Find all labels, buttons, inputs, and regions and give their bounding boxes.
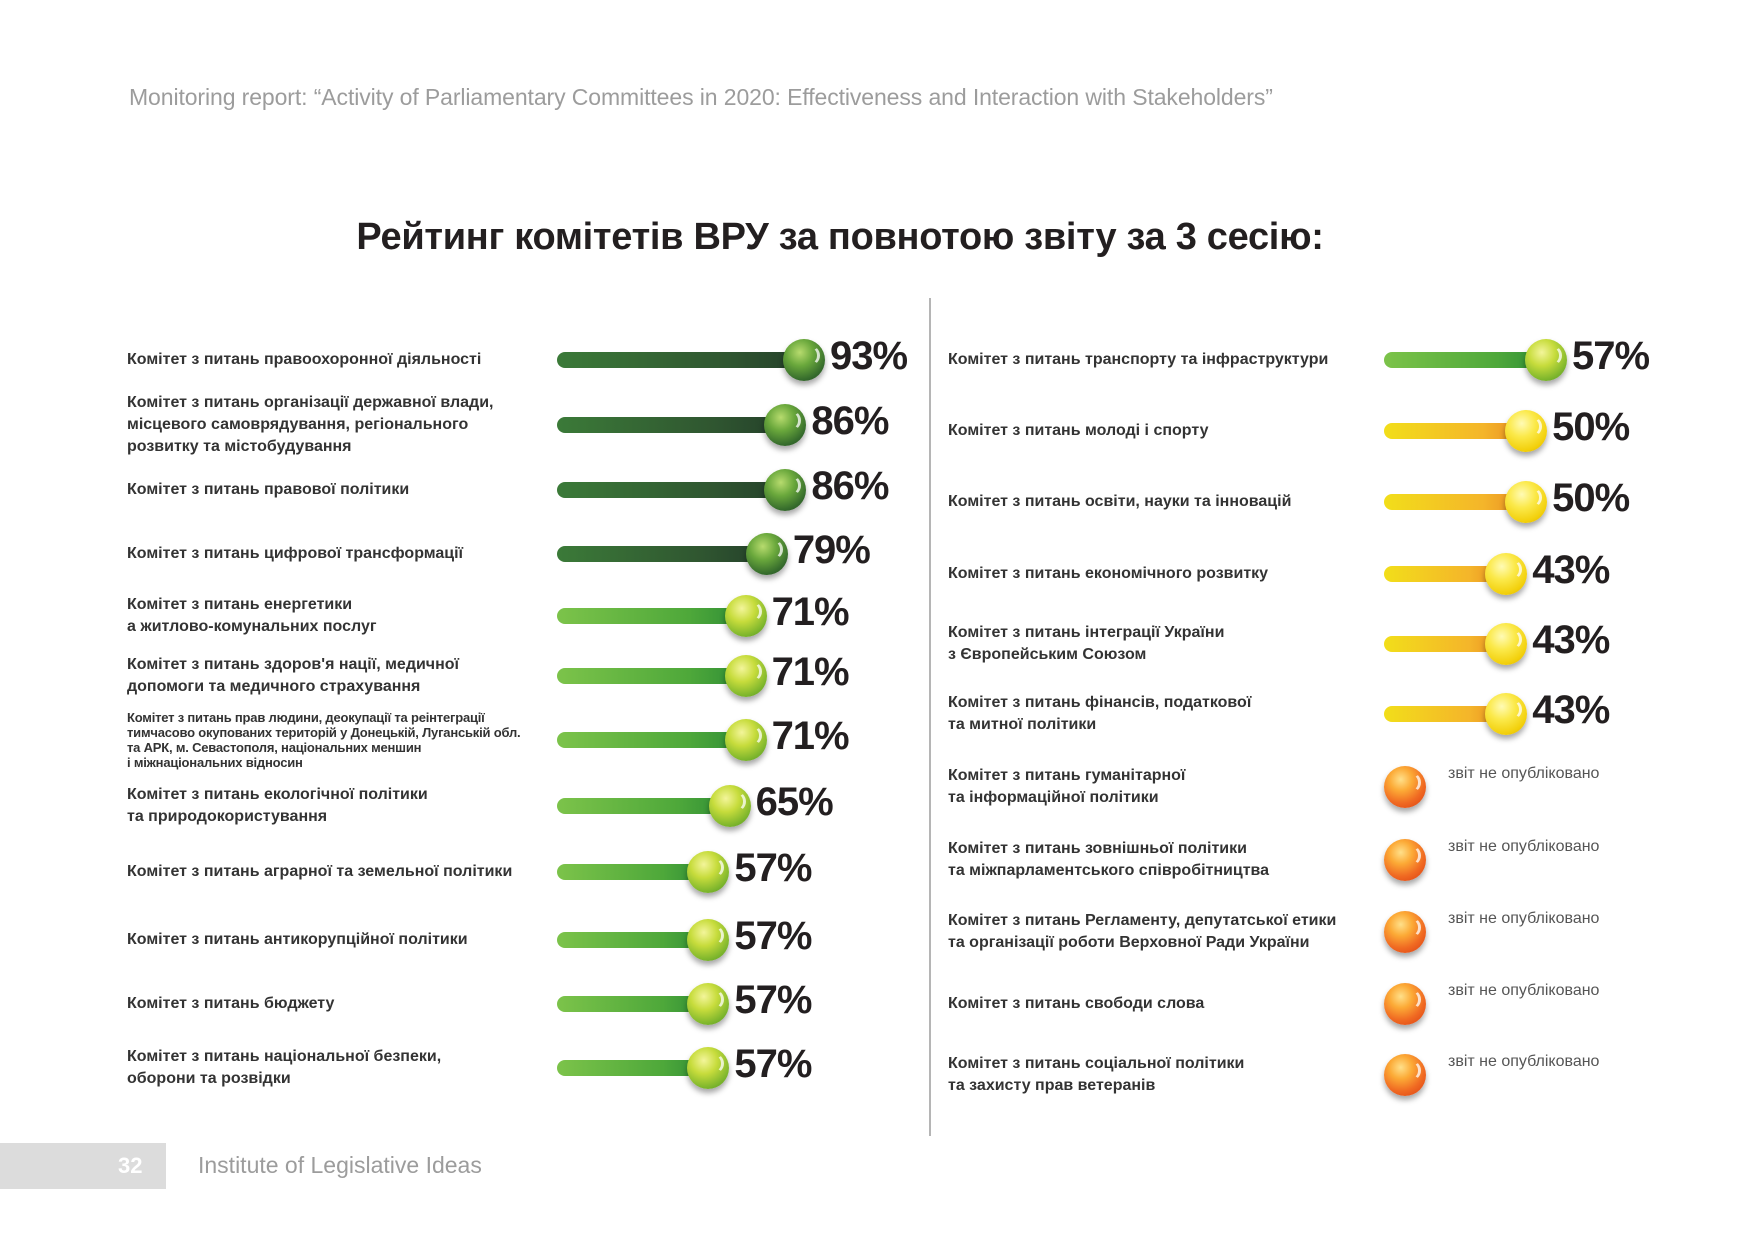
score-bar — [1384, 352, 1546, 368]
score-bar — [1384, 706, 1507, 722]
committee-label: Комітет з питань організації державної в… — [127, 394, 494, 455]
score-bar — [557, 482, 786, 498]
score-knob — [1485, 553, 1528, 595]
score-bar — [1384, 636, 1507, 652]
score-knob — [687, 983, 730, 1025]
score-percent: 71% — [771, 590, 850, 634]
committee-label: Комітет з питань свободи слова — [948, 995, 1205, 1012]
score-percent: 86% — [811, 464, 889, 508]
score-percent: 93% — [830, 334, 908, 378]
score-knob — [1485, 623, 1528, 665]
score-knob — [1505, 481, 1548, 523]
score-bar — [557, 352, 804, 368]
status-text: звіт не опубліковано — [1448, 838, 1600, 855]
not-published-indicator — [1384, 766, 1426, 808]
committee-label: Комітет з питань фінансів, податкової та… — [948, 694, 1252, 733]
score-percent: 71% — [771, 714, 850, 758]
score-percent: 79% — [792, 528, 871, 572]
score-bar — [557, 608, 746, 624]
status-text: звіт не опубліковано — [1448, 1053, 1600, 1070]
score-percent: 57% — [734, 1042, 812, 1086]
score-percent: 50% — [1552, 405, 1630, 449]
score-bar — [557, 798, 730, 814]
column-divider — [929, 298, 931, 1136]
score-bar — [557, 1060, 709, 1076]
committee-label: Комітет з питань аграрної та земельної п… — [127, 863, 513, 880]
score-percent: 43% — [1532, 618, 1610, 662]
score-percent: 43% — [1532, 548, 1610, 592]
not-published-indicator — [1384, 983, 1426, 1025]
page-number: 32 — [118, 1153, 143, 1178]
score-percent: 65% — [755, 780, 834, 824]
score-bar — [1384, 494, 1527, 510]
score-knob — [1485, 693, 1528, 735]
committee-label: Комітет з питань національної безпеки, о… — [127, 1048, 442, 1087]
status-text: звіт не опубліковано — [1448, 982, 1600, 999]
committee-label: Комітет з питань Регламенту, депутатсько… — [948, 912, 1337, 951]
score-bar — [557, 668, 746, 684]
committee-label: Комітет з питань екологічної політики та… — [127, 786, 428, 825]
not-published-indicator — [1384, 839, 1426, 881]
committee-label: Комітет з питань цифрової трансформації — [127, 545, 464, 562]
score-knob — [724, 595, 767, 637]
score-percent: 50% — [1552, 476, 1630, 520]
committee-label: Комітет з питань енергетики а житлово-ко… — [127, 596, 377, 635]
score-percent: 57% — [734, 846, 812, 890]
score-percent: 71% — [771, 650, 850, 694]
committee-label: Комітет з питань правоохоронної діяльнос… — [127, 351, 482, 368]
committee-label: Комітет з питань соціальної політики та … — [948, 1055, 1245, 1094]
score-knob — [764, 404, 807, 446]
committee-label: Комітет з питань гуманітарної та інформа… — [948, 767, 1186, 806]
footer-publisher: Institute of Legislative Ideas — [198, 1152, 482, 1178]
score-percent: 57% — [1572, 334, 1650, 378]
score-bar — [557, 932, 709, 948]
status-text: звіт не опубліковано — [1448, 765, 1600, 782]
score-knob — [687, 1047, 730, 1089]
score-knob — [783, 339, 825, 381]
score-percent: 86% — [811, 399, 889, 443]
score-knob — [1525, 339, 1567, 381]
committee-label: Комітет з питань транспорту та інфрастру… — [948, 351, 1329, 368]
page-title: Рейтинг комітетів ВРУ за повнотою звіту … — [356, 216, 1324, 258]
score-bar — [557, 732, 746, 748]
page-number-box — [0, 1143, 166, 1189]
score-knob — [764, 469, 807, 511]
score-bar — [557, 864, 709, 880]
score-knob — [745, 533, 788, 575]
score-percent: 43% — [1532, 688, 1610, 732]
committee-label: Комітет з питань здоров'я нації, медично… — [127, 656, 460, 695]
running-head: Monitoring report: “Activity of Parliame… — [129, 84, 1273, 110]
committee-label: Комітет з питань антикорупційної політик… — [127, 931, 468, 948]
status-text: звіт не опубліковано — [1448, 910, 1600, 927]
committee-label: Комітет з питань інтеграції України з Єв… — [948, 624, 1225, 663]
score-knob — [708, 785, 751, 827]
score-bar — [557, 546, 767, 562]
score-percent: 57% — [734, 978, 812, 1022]
committee-label: Комітет з питань зовнішньої політики та … — [948, 840, 1270, 879]
committee-label: Комітет з питань прав людини, деокупації… — [127, 710, 521, 770]
committee-label: Комітет з питань освіти, науки та іннова… — [948, 493, 1292, 510]
committee-label: Комітет з питань правової політики — [127, 481, 410, 498]
score-knob — [687, 851, 730, 893]
score-knob — [724, 655, 767, 697]
score-knob — [724, 719, 767, 761]
score-knob — [687, 919, 730, 961]
score-knob — [1505, 410, 1548, 452]
committee-label: Комітет з питань бюджету — [127, 995, 335, 1012]
not-published-indicator — [1384, 911, 1426, 953]
committee-label: Комітет з питань молоді і спорту — [948, 422, 1209, 439]
not-published-indicator — [1384, 1054, 1426, 1096]
score-percent: 57% — [734, 914, 812, 958]
score-bar — [1384, 566, 1507, 582]
score-bar — [557, 996, 709, 1012]
score-bar — [557, 417, 786, 433]
score-bar — [1384, 423, 1527, 439]
committee-label: Комітет з питань економічного розвитку — [948, 565, 1269, 582]
